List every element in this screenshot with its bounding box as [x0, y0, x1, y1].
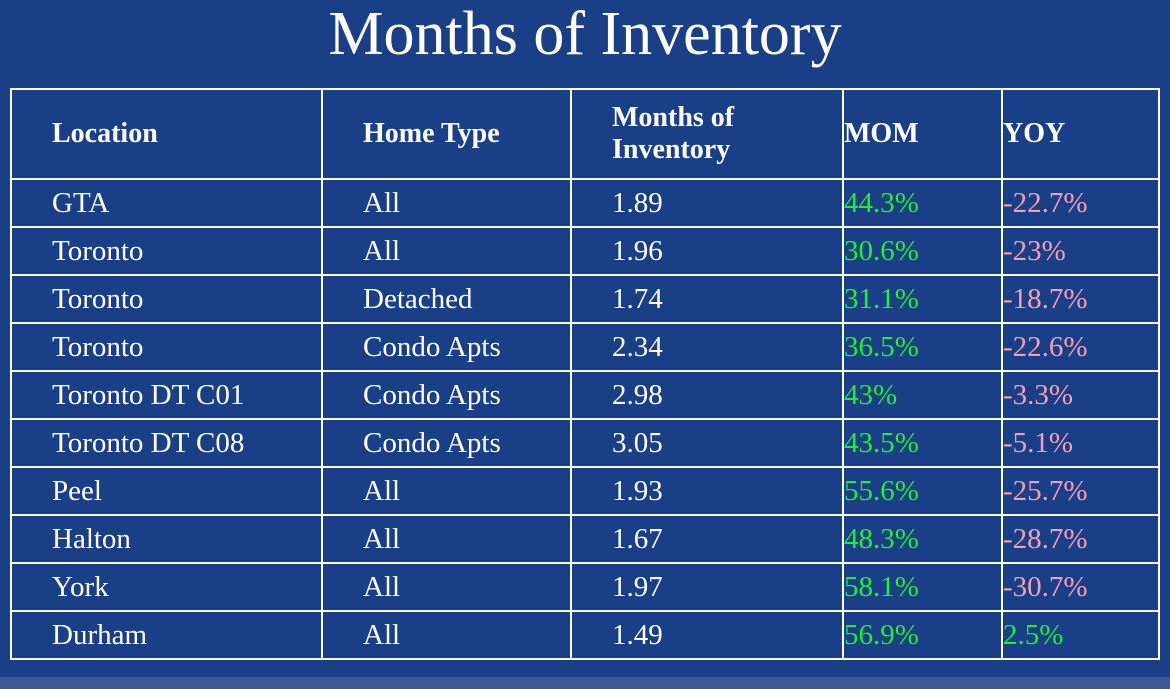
header-months-of-inventory: Months of Inventory: [570, 88, 844, 180]
table-row: Halton All 1.67 48.3% -28.7%: [10, 514, 1160, 564]
cell-yoy: -5.1%: [1001, 418, 1160, 468]
table-row: Toronto All 1.96 30.6% -23%: [10, 226, 1160, 276]
cell-mom: 30.6%: [842, 226, 1003, 276]
cell-mom: 43%: [842, 370, 1003, 420]
cell-months-of-inventory: 1.49: [570, 610, 844, 660]
cell-months-of-inventory: 1.74: [570, 274, 844, 324]
cell-location: Toronto DT C08: [10, 418, 323, 468]
cell-mom: 55.6%: [842, 466, 1003, 516]
cell-mom: 58.1%: [842, 562, 1003, 612]
cell-mom: 48.3%: [842, 514, 1003, 564]
table-body: GTA All 1.89 44.3% -22.7% Toronto All 1.96 30.6%…: [10, 178, 1160, 660]
cell-yoy: -3.3%: [1001, 370, 1160, 420]
cell-home-type: Condo Apts: [321, 322, 572, 372]
cell-location: Toronto: [10, 322, 323, 372]
table-row: Toronto Detached 1.74 31.1% -18.7%: [10, 274, 1160, 324]
cell-home-type: All: [321, 178, 572, 228]
cell-home-type: All: [321, 514, 572, 564]
cell-months-of-inventory: 1.96: [570, 226, 844, 276]
table-header: Location Home Type Months of Inventory M…: [10, 88, 1160, 180]
cell-yoy: -25.7%: [1001, 466, 1160, 516]
cell-home-type: All: [321, 226, 572, 276]
table-row: Durham All 1.49 56.9% 2.5%: [10, 610, 1160, 660]
cell-yoy: -30.7%: [1001, 562, 1160, 612]
cell-yoy: -22.7%: [1001, 178, 1160, 228]
cell-yoy: -23%: [1001, 226, 1160, 276]
cell-home-type: Condo Apts: [321, 370, 572, 420]
bottom-shade: [0, 677, 1170, 689]
cell-location: York: [10, 562, 323, 612]
cell-location: Durham: [10, 610, 323, 660]
cell-home-type: All: [321, 466, 572, 516]
table-row: GTA All 1.89 44.3% -22.7%: [10, 178, 1160, 228]
cell-mom: 36.5%: [842, 322, 1003, 372]
table-row: Toronto Condo Apts 2.34 36.5% -22.6%: [10, 322, 1160, 372]
table-row: Peel All 1.93 55.6% -25.7%: [10, 466, 1160, 516]
header-row: Location Home Type Months of Inventory M…: [10, 88, 1160, 180]
cell-months-of-inventory: 1.67: [570, 514, 844, 564]
cell-home-type: All: [321, 562, 572, 612]
cell-mom: 31.1%: [842, 274, 1003, 324]
cell-months-of-inventory: 1.97: [570, 562, 844, 612]
table-row: York All 1.97 58.1% -30.7%: [10, 562, 1160, 612]
cell-yoy: -22.6%: [1001, 322, 1160, 372]
cell-location: Toronto DT C01: [10, 370, 323, 420]
header-mom: MOM: [842, 88, 1003, 180]
page-title: Months of Inventory: [328, 0, 842, 68]
cell-location: Toronto: [10, 226, 323, 276]
table-row: Toronto DT C08 Condo Apts 3.05 43.5% -5.1%: [10, 418, 1160, 468]
cell-home-type: All: [321, 610, 572, 660]
cell-mom: 56.9%: [842, 610, 1003, 660]
cell-location: GTA: [10, 178, 323, 228]
cell-mom: 43.5%: [842, 418, 1003, 468]
cell-months-of-inventory: 1.89: [570, 178, 844, 228]
cell-months-of-inventory: 2.34: [570, 322, 844, 372]
header-home-type: Home Type: [321, 88, 572, 180]
cell-months-of-inventory: 1.93: [570, 466, 844, 516]
cell-location: Halton: [10, 514, 323, 564]
cell-mom: 44.3%: [842, 178, 1003, 228]
cell-home-type: Detached: [321, 274, 572, 324]
header-location: Location: [10, 88, 323, 180]
cell-home-type: Condo Apts: [321, 418, 572, 468]
inventory-table: Location Home Type Months of Inventory M…: [10, 88, 1160, 660]
cell-yoy: 2.5%: [1001, 610, 1160, 660]
header-yoy: YOY: [1001, 88, 1160, 180]
cell-yoy: -18.7%: [1001, 274, 1160, 324]
cell-months-of-inventory: 2.98: [570, 370, 844, 420]
cell-location: Peel: [10, 466, 323, 516]
cell-location: Toronto: [10, 274, 323, 324]
cell-yoy: -28.7%: [1001, 514, 1160, 564]
cell-months-of-inventory: 3.05: [570, 418, 844, 468]
table-row: Toronto DT C01 Condo Apts 2.98 43% -3.3%: [10, 370, 1160, 420]
